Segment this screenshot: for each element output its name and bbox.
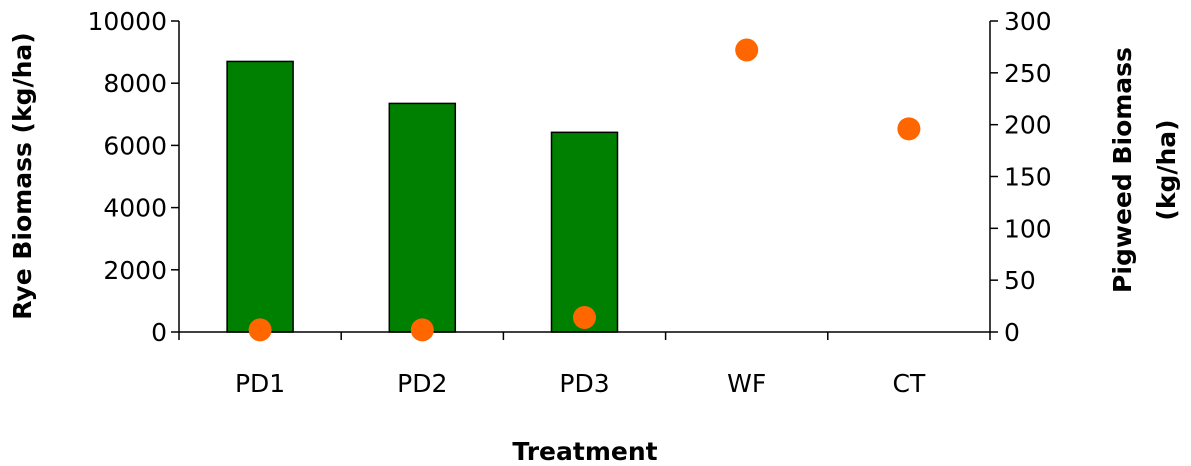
x-tick-label-pd1: PD1	[235, 369, 285, 398]
bar-pd2	[388, 102, 457, 333]
y-axis-title: Rye Biomass (kg/ha)	[8, 32, 37, 319]
y2-axis-title-line2: (kg/ha)	[1152, 119, 1181, 220]
point-pd3	[573, 305, 596, 329]
x-tick-label-wf: WF	[727, 369, 766, 398]
x-tick-label-pd2: PD2	[397, 369, 447, 398]
y-tick-label: 2000	[103, 256, 167, 285]
point-wf	[735, 38, 759, 62]
bar-pd3	[550, 131, 619, 333]
bars-layer	[226, 60, 619, 333]
x-tick-label-pd3: PD3	[559, 369, 609, 398]
axes-layer	[171, 20, 998, 340]
y-tick-label: 0	[151, 318, 167, 347]
y2-tick-label: 50	[1004, 266, 1036, 295]
y-tick-label: 6000	[103, 131, 167, 160]
point-pd2	[410, 318, 434, 342]
bar-pd1	[226, 60, 294, 333]
y-tick-label: 4000	[103, 194, 167, 223]
y2-tick-label: 300	[1004, 7, 1052, 36]
point-pd1	[248, 318, 272, 342]
y2-tick-label: 250	[1004, 59, 1052, 88]
point-ct	[897, 117, 921, 141]
labels-layer: 0 2000 4000 6000 8000 10000 0 50 100 150 200 250 300…	[87, 7, 1051, 398]
y2-tick-label: 0	[1004, 318, 1020, 347]
y-tick-label: 10000	[87, 7, 167, 36]
y2-axis-title-line1: Pigweed Biomass	[1108, 47, 1137, 293]
points-layer	[248, 38, 921, 342]
y2-tick-label: 200	[1004, 111, 1052, 140]
x-axis-title: Treatment	[512, 437, 657, 466]
y2-tick-label: 100	[1004, 214, 1052, 243]
y-tick-label: 8000	[103, 69, 167, 98]
x-tick-label-ct: CT	[893, 369, 926, 398]
y2-tick-label: 150	[1004, 163, 1052, 192]
